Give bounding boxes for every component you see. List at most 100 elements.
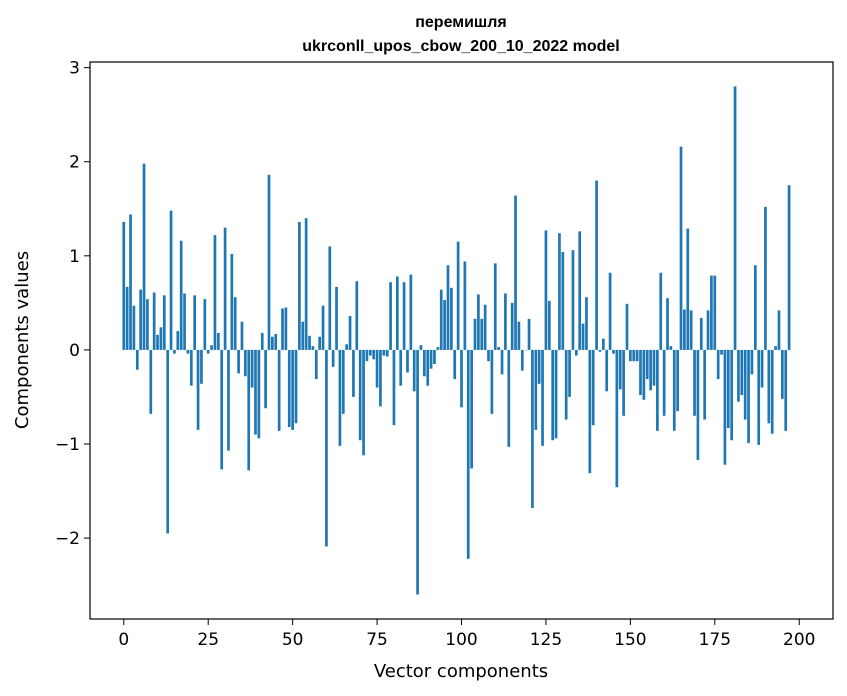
bar: [331, 349, 335, 367]
x-tick-label: 25: [197, 630, 219, 650]
bar: [713, 275, 717, 350]
bar: [706, 310, 710, 350]
bar: [585, 297, 588, 350]
bar: [352, 349, 355, 397]
bar: [591, 349, 595, 426]
bar: [710, 275, 713, 350]
bar: [203, 299, 207, 350]
x-tick-label: 50: [282, 630, 304, 650]
bar: [399, 349, 403, 386]
x-tick-label: 100: [445, 630, 477, 650]
bar: [760, 349, 764, 388]
bar: [325, 349, 328, 547]
bar: [635, 349, 639, 362]
bar: [358, 349, 362, 441]
bar: [173, 349, 176, 354]
y-axis: −2 −1 0 1 2 3: [55, 59, 90, 549]
x-tick-label: 0: [118, 630, 129, 650]
bar: [395, 276, 399, 350]
bar: [645, 349, 649, 380]
bar: [588, 349, 592, 474]
bar: [368, 349, 372, 356]
bar: [186, 349, 190, 354]
bar: [314, 349, 318, 380]
bar: [686, 228, 690, 350]
bar: [193, 295, 197, 350]
y-tick-label: 0: [69, 341, 80, 361]
bar: [568, 349, 571, 397]
bar: [703, 349, 707, 420]
bar: [176, 331, 180, 350]
bar: [348, 316, 352, 350]
bar: [433, 349, 436, 365]
bar: [777, 310, 781, 350]
bar: [662, 349, 666, 416]
bar: [737, 349, 740, 402]
bar: [301, 321, 305, 350]
bar: [544, 230, 548, 350]
bar: [639, 349, 642, 396]
bar: [429, 349, 433, 369]
bar: [247, 349, 251, 471]
bar: [284, 307, 288, 350]
y-tick-label: −1: [55, 435, 80, 455]
bar: [527, 318, 531, 350]
bar: [281, 308, 284, 350]
x-axis-label: Vector components: [374, 661, 548, 682]
bar: [625, 303, 629, 350]
bar: [216, 332, 220, 350]
bar: [139, 289, 143, 350]
bar: [409, 274, 413, 350]
bar: [618, 349, 622, 390]
bar: [787, 185, 791, 350]
bar: [426, 349, 430, 386]
bar: [450, 287, 453, 350]
bar: [372, 349, 376, 360]
x-tick-label: 75: [366, 630, 388, 650]
bar: [439, 289, 443, 350]
y-tick-label: −2: [55, 529, 80, 549]
y-axis-label: Components values: [12, 251, 33, 429]
bar: [321, 305, 325, 350]
bar: [416, 349, 419, 595]
bar: [564, 349, 568, 420]
bar: [237, 349, 240, 374]
bar: [517, 321, 521, 350]
bar: [574, 349, 578, 356]
bar: [382, 349, 386, 356]
bar: [780, 349, 784, 399]
bar: [338, 349, 342, 446]
bar: [152, 292, 156, 350]
bar: [328, 246, 332, 350]
bar: [689, 310, 693, 350]
bar: [402, 282, 406, 350]
bar: [473, 318, 477, 350]
bar: [412, 349, 416, 392]
bar: [504, 293, 507, 350]
bar: [649, 349, 652, 391]
bar: [537, 349, 541, 384]
bar: [149, 349, 153, 414]
bar: [612, 349, 615, 354]
bar: [629, 349, 632, 362]
bar: [784, 349, 788, 431]
bar: [436, 347, 440, 350]
x-tick-label: 125: [530, 630, 562, 650]
x-tick-label: 175: [699, 630, 731, 650]
bar: [656, 349, 659, 431]
y-tick-label: 3: [69, 59, 80, 79]
bar: [267, 174, 271, 350]
bar: [132, 305, 136, 350]
bar: [389, 282, 392, 350]
plot-background: [90, 62, 833, 619]
bar: [507, 349, 511, 447]
bar: [365, 349, 369, 362]
bar: [483, 304, 487, 350]
bar: [311, 346, 315, 350]
bar: [460, 349, 463, 408]
bar: [480, 318, 484, 350]
bar: [693, 349, 696, 416]
bar: [250, 349, 254, 388]
bar: [487, 349, 490, 362]
bar: [770, 349, 774, 434]
